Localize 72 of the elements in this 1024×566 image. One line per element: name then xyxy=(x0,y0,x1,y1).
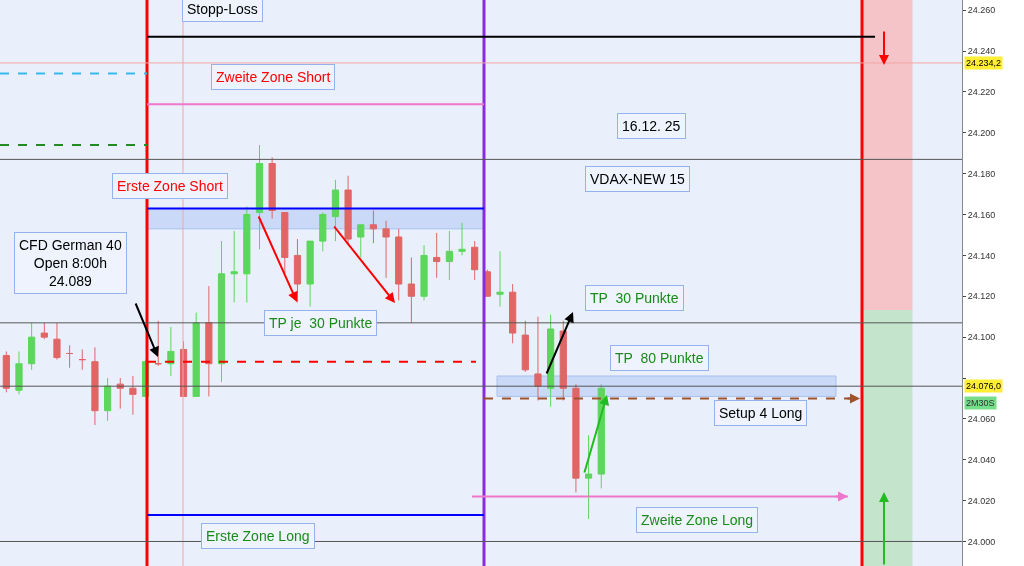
candlestick xyxy=(129,375,137,416)
candlestick xyxy=(53,322,61,361)
y-tick-label: 24.140 xyxy=(967,250,996,261)
candlestick xyxy=(293,238,302,303)
annotation: Zweite Zone Short xyxy=(216,69,331,85)
candlestick xyxy=(2,350,10,393)
candlestick xyxy=(584,434,593,520)
y-tick-label: 24.160 xyxy=(967,209,996,220)
candlestick xyxy=(395,228,403,301)
candlestick xyxy=(420,244,428,301)
candlestick xyxy=(66,344,74,369)
candlestick xyxy=(382,220,390,279)
candlestick xyxy=(407,256,415,324)
candlestick xyxy=(205,285,213,397)
candlestick xyxy=(243,205,251,303)
candlestick xyxy=(331,179,340,242)
ref-line-label: 24.234,2 xyxy=(966,58,1002,68)
ref-line-label: 24.076,0 xyxy=(966,381,1002,391)
candlestick xyxy=(154,320,162,367)
candlestick xyxy=(547,314,555,408)
y-tick-label: 24.100 xyxy=(967,332,996,343)
annotation: CFD German 40 Open 8:00h 24.089 xyxy=(19,237,122,290)
candlestick xyxy=(445,230,453,281)
annotation: Stopp-Loss xyxy=(187,1,258,17)
candlestick xyxy=(281,212,289,275)
candlestick xyxy=(458,222,466,256)
candlestick xyxy=(572,383,580,493)
candlestick xyxy=(357,224,365,258)
annotation: TP je 30 Punkte xyxy=(269,315,373,331)
candlestick xyxy=(167,326,175,377)
candlestick xyxy=(534,316,542,401)
annotation: Zweite Zone Long xyxy=(641,512,754,528)
candlestick xyxy=(344,175,352,246)
y-tick-label: 24.240 xyxy=(967,46,996,57)
candlestick xyxy=(40,322,48,340)
candlestick xyxy=(91,346,99,426)
candlestick xyxy=(15,350,23,395)
candlestick xyxy=(230,230,238,303)
y-tick-label: 24.220 xyxy=(967,87,996,98)
annotation: Erste Zone Long xyxy=(206,528,310,544)
y-tick-label: 24.120 xyxy=(967,291,996,302)
candlestick xyxy=(369,209,378,244)
annotation: VDAX-NEW 15 xyxy=(590,171,686,187)
candlestick xyxy=(217,240,226,383)
annotation: TP 80 Punkte xyxy=(615,350,704,366)
candlestick xyxy=(509,283,517,344)
candlestick xyxy=(306,240,314,307)
candlestick xyxy=(116,377,124,410)
candlestick xyxy=(496,250,504,307)
y-tick-label: 24.200 xyxy=(967,127,996,138)
y-tick-label: 24.040 xyxy=(967,454,996,465)
candlestick xyxy=(192,312,200,397)
annotation: TP 30 Punkte xyxy=(590,290,679,306)
candlestick xyxy=(268,156,276,220)
candlestick xyxy=(559,320,567,401)
y-tick-label: 24.000 xyxy=(967,536,996,547)
y-tick-label: 24.060 xyxy=(967,414,996,425)
y-tick-label: 24.260 xyxy=(967,5,996,16)
annotation: Setup 4 Long xyxy=(719,405,803,421)
candlestick xyxy=(28,322,36,371)
candlestick xyxy=(319,212,327,252)
candlestick xyxy=(255,144,264,250)
y-tick-label: 24.020 xyxy=(967,495,996,506)
annotation: Erste Zone Short xyxy=(117,178,223,194)
candlestick xyxy=(521,320,529,373)
candlestick xyxy=(103,377,112,422)
y-tick-label: 24.180 xyxy=(967,168,996,179)
candlestick xyxy=(433,232,441,279)
annotation: 16.12. 25 xyxy=(622,118,681,134)
candlestick xyxy=(471,240,479,281)
candlestick xyxy=(78,348,86,371)
text: 2M30S xyxy=(966,398,995,408)
